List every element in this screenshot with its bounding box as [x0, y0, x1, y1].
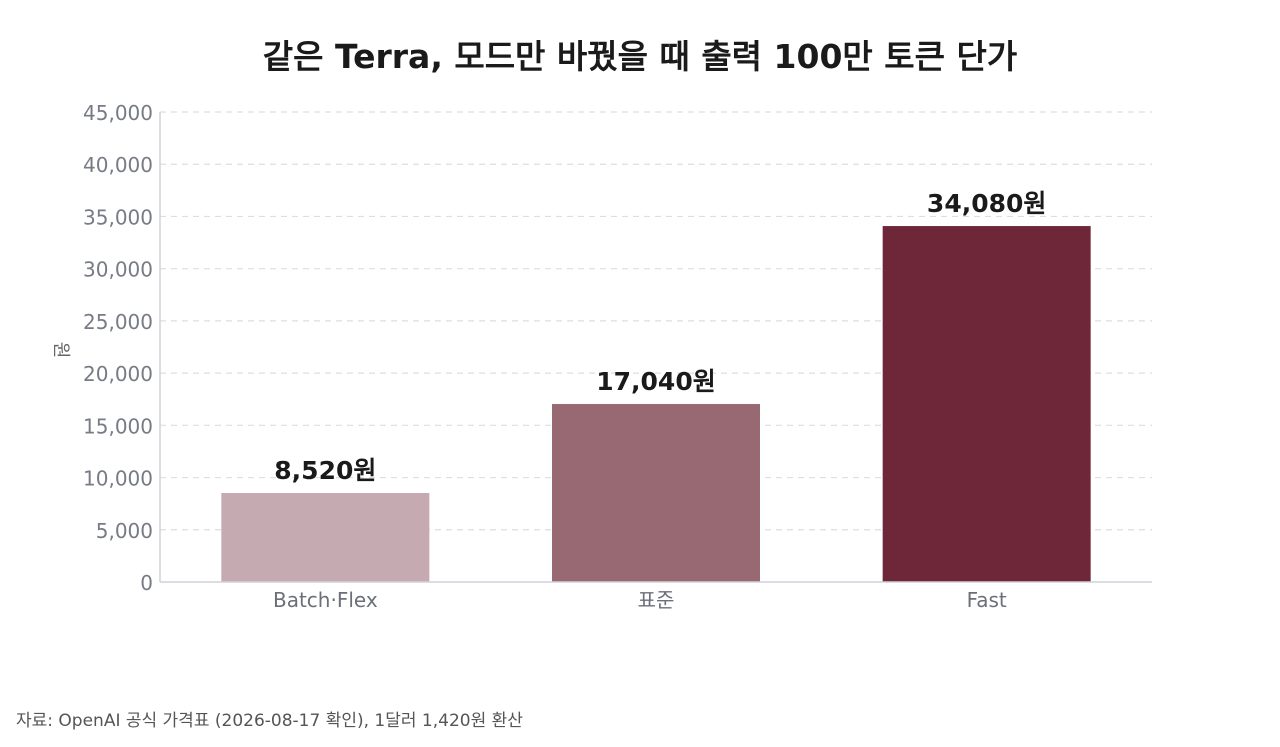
- bar-3: [882, 226, 1091, 582]
- bar-chart: 0 5,000 10,000 15,000 20,000 25,000 30,000 35,0…: [50, 101, 1152, 612]
- x-tick-label: Batch·Flex: [273, 588, 378, 612]
- y-tick-label: 40,000: [83, 153, 153, 177]
- y-axis: 0 5,000 10,000 15,000 20,000 25,000 30,000 35,0…: [83, 101, 161, 595]
- chart-title: 같은 Terra, 모드만 바꿨을 때 출력 100만 토큰 단가: [262, 37, 1018, 76]
- y-tick-label: 20,000: [83, 362, 153, 386]
- y-tick-label: 0: [140, 571, 153, 595]
- data-label: 34,080원: [927, 189, 1046, 218]
- data-label: 17,040원: [596, 367, 715, 396]
- y-tick-label: 15,000: [83, 414, 153, 438]
- source-note: 자료: OpenAI 공식 가격표 (2026-08-17 확인), 1달러 1…: [16, 711, 523, 731]
- y-tick-label: 45,000: [83, 101, 153, 125]
- bar-1: [221, 493, 430, 582]
- x-tick-label: Fast: [967, 588, 1007, 612]
- y-axis-label: 원: [50, 342, 71, 359]
- y-tick-label: 35,000: [83, 205, 153, 229]
- x-axis: Batch·Flex 표준 Fast: [160, 581, 1152, 612]
- y-tick-label: 30,000: [83, 258, 153, 282]
- y-tick-label: 25,000: [83, 310, 153, 334]
- y-tick-label: 10,000: [83, 467, 153, 491]
- data-label: 8,520원: [274, 456, 376, 485]
- x-tick-label: 표준: [638, 588, 675, 612]
- bars: 8,520원 17,040원 34,080원: [221, 189, 1091, 582]
- bar-2: [552, 404, 760, 582]
- y-tick-label: 5,000: [96, 519, 153, 543]
